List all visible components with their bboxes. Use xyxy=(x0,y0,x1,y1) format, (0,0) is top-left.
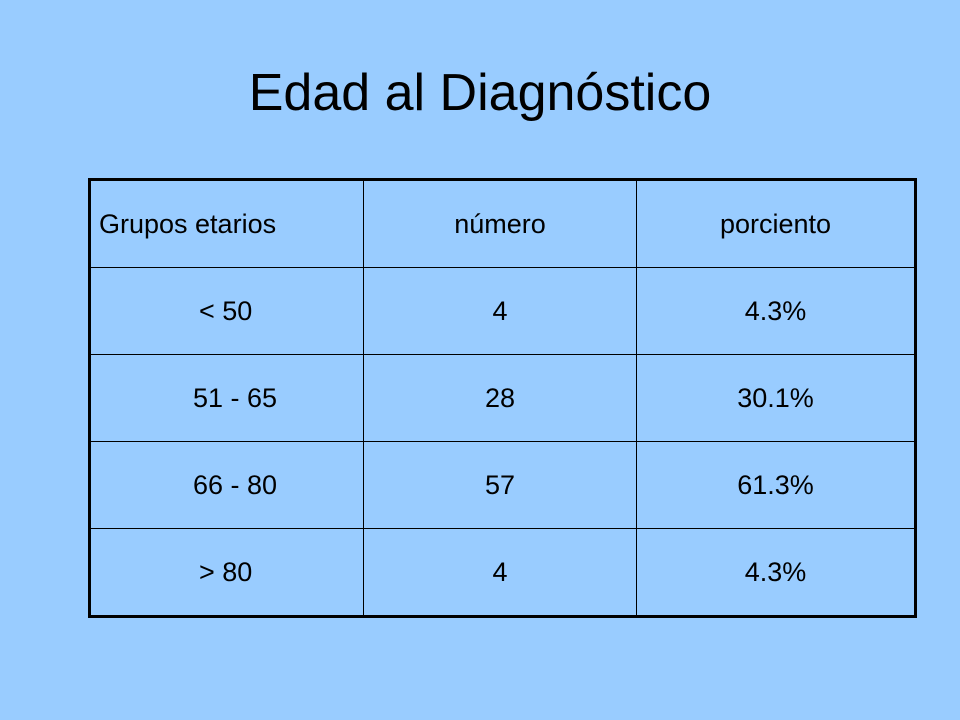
table-row: < 50 4 4.3% xyxy=(89,267,916,355)
percent-cell: 4.3% xyxy=(636,528,916,617)
header-age-groups: Grupos etarios xyxy=(89,179,364,268)
header-count: número xyxy=(363,179,637,268)
percent-cell: 30.1% xyxy=(636,354,916,442)
count-cell: 28 xyxy=(363,354,637,442)
percent-cell: 61.3% xyxy=(636,441,916,529)
table-header-row: Grupos etarios número porciento xyxy=(89,179,916,268)
age-distribution-table: Grupos etarios número porciento < 50 4 4… xyxy=(88,178,917,618)
age-group-cell: 66 - 80 xyxy=(89,441,364,529)
count-cell: 4 xyxy=(363,267,637,355)
age-group-cell: < 50 xyxy=(89,267,364,355)
count-cell: 4 xyxy=(363,528,637,617)
age-group-cell: 51 - 65 xyxy=(89,354,364,442)
count-cell: 57 xyxy=(363,441,637,529)
slide-title: Edad al Diagnóstico xyxy=(248,64,712,122)
table-row: 51 - 65 28 30.1% xyxy=(89,354,916,442)
age-group-cell: > 80 xyxy=(89,528,364,617)
table-row: 66 - 80 57 61.3% xyxy=(89,441,916,529)
percent-cell: 4.3% xyxy=(636,267,916,355)
header-percent: porciento xyxy=(636,179,916,268)
table-row: > 80 4 4.3% xyxy=(89,528,916,617)
